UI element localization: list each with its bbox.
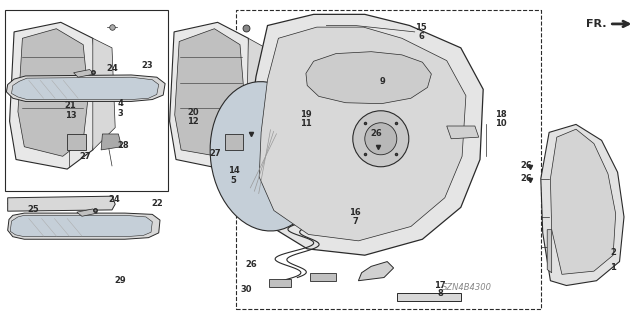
Text: 27: 27 bbox=[209, 149, 221, 158]
Polygon shape bbox=[298, 47, 440, 108]
Text: SZN4B4300: SZN4B4300 bbox=[442, 283, 492, 292]
Polygon shape bbox=[74, 70, 95, 77]
Text: 20: 20 bbox=[188, 108, 199, 117]
Text: 1: 1 bbox=[610, 263, 616, 272]
Text: 15: 15 bbox=[415, 23, 427, 32]
Polygon shape bbox=[397, 293, 461, 301]
Polygon shape bbox=[6, 75, 165, 101]
Text: 19: 19 bbox=[300, 110, 312, 119]
Text: 11: 11 bbox=[300, 119, 312, 128]
Text: 4: 4 bbox=[117, 99, 124, 108]
Text: 5: 5 bbox=[230, 176, 237, 185]
Polygon shape bbox=[246, 38, 268, 150]
Polygon shape bbox=[10, 22, 99, 169]
Text: 22: 22 bbox=[151, 199, 163, 208]
Text: 7: 7 bbox=[353, 217, 358, 226]
Text: 26: 26 bbox=[520, 161, 532, 170]
Text: 28: 28 bbox=[117, 141, 129, 150]
Polygon shape bbox=[170, 22, 253, 169]
Polygon shape bbox=[550, 129, 616, 274]
Text: 2: 2 bbox=[610, 248, 616, 256]
Text: 13: 13 bbox=[65, 111, 76, 120]
Polygon shape bbox=[310, 273, 336, 281]
Circle shape bbox=[365, 123, 397, 155]
Text: 23: 23 bbox=[141, 61, 153, 70]
Polygon shape bbox=[175, 29, 244, 156]
Polygon shape bbox=[547, 230, 552, 273]
Text: 25: 25 bbox=[28, 205, 39, 214]
Text: 16: 16 bbox=[349, 208, 361, 217]
Text: 12: 12 bbox=[188, 117, 199, 126]
Polygon shape bbox=[67, 134, 86, 150]
Polygon shape bbox=[12, 77, 159, 100]
Text: 17: 17 bbox=[435, 281, 446, 290]
Polygon shape bbox=[259, 27, 466, 241]
Text: 3: 3 bbox=[118, 109, 123, 118]
Text: 26: 26 bbox=[245, 260, 257, 269]
Text: FR.: FR. bbox=[586, 19, 607, 29]
Polygon shape bbox=[18, 29, 88, 156]
Text: 24: 24 bbox=[108, 195, 120, 204]
Text: 14: 14 bbox=[228, 166, 239, 175]
Text: 26: 26 bbox=[371, 130, 382, 138]
Polygon shape bbox=[358, 262, 394, 281]
Text: 6: 6 bbox=[418, 32, 424, 41]
Text: 8: 8 bbox=[438, 289, 443, 298]
Polygon shape bbox=[77, 209, 97, 216]
Polygon shape bbox=[306, 52, 431, 104]
Text: 27: 27 bbox=[79, 152, 91, 161]
Text: 30: 30 bbox=[241, 285, 252, 294]
Ellipse shape bbox=[210, 82, 321, 231]
Text: 26: 26 bbox=[520, 174, 532, 183]
Text: 24: 24 bbox=[106, 64, 118, 73]
Text: 18: 18 bbox=[495, 110, 506, 119]
Polygon shape bbox=[101, 134, 122, 150]
Text: 29: 29 bbox=[115, 276, 126, 285]
Polygon shape bbox=[541, 124, 624, 286]
Polygon shape bbox=[8, 196, 115, 211]
Circle shape bbox=[353, 111, 409, 167]
Bar bbox=[5, 10, 168, 191]
Polygon shape bbox=[10, 215, 152, 237]
Bar bbox=[236, 10, 541, 309]
Polygon shape bbox=[93, 38, 115, 150]
Text: 21: 21 bbox=[65, 101, 76, 110]
Polygon shape bbox=[246, 14, 483, 255]
Polygon shape bbox=[269, 279, 291, 287]
Polygon shape bbox=[447, 126, 479, 139]
Text: 10: 10 bbox=[495, 119, 506, 128]
Text: 9: 9 bbox=[380, 77, 385, 86]
Polygon shape bbox=[225, 134, 243, 150]
Polygon shape bbox=[8, 213, 160, 239]
